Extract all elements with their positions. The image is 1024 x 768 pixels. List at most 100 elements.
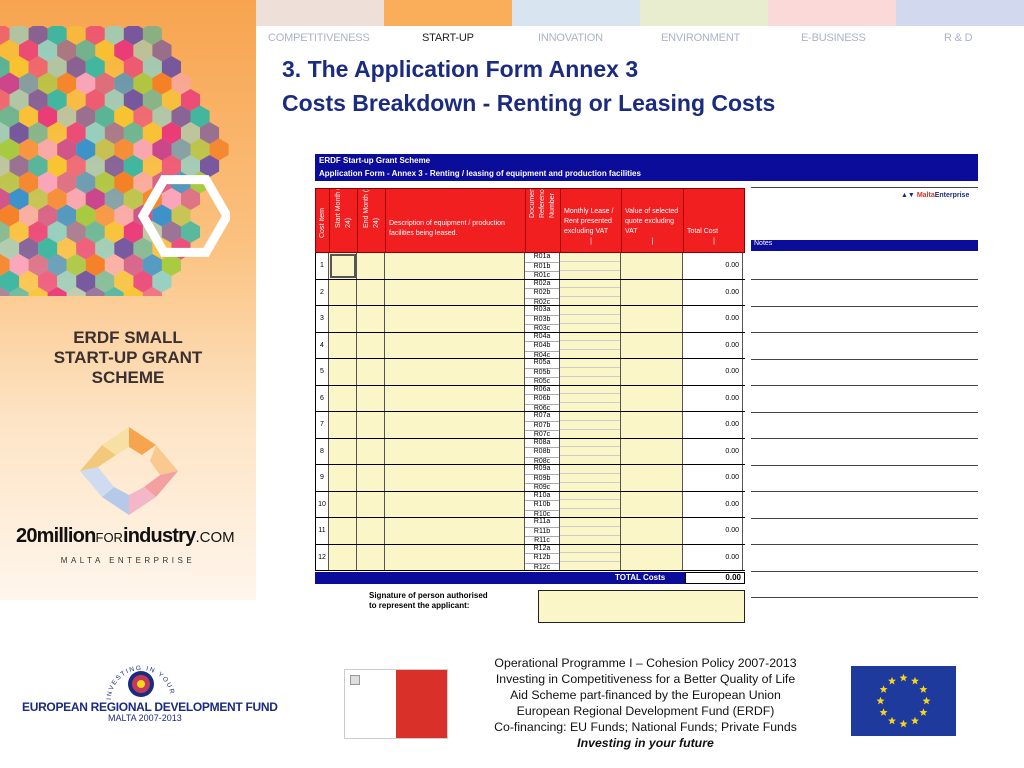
monthly-cell[interactable] [560, 491, 621, 517]
monthly-cell[interactable] [560, 279, 621, 305]
notes-line[interactable] [751, 517, 978, 519]
mosaic-hexagon [0, 204, 20, 227]
end-month-cell[interactable] [357, 412, 385, 438]
mosaic-hexagon [133, 237, 153, 260]
mosaic-hexagon [28, 56, 48, 78]
mosaic-hexagon [152, 270, 172, 293]
hexagon-mosaic-graphic [0, 26, 230, 296]
notes-line[interactable] [751, 305, 978, 307]
mosaic-hexagon [142, 254, 162, 276]
mosaic-hexagon [76, 105, 96, 128]
description-cell[interactable] [385, 359, 525, 385]
start-month-cell[interactable] [329, 544, 357, 570]
nav-item-innovation[interactable]: INNOVATION [538, 32, 603, 44]
notes-line[interactable] [751, 491, 978, 492]
notes-line[interactable] [751, 544, 978, 545]
monthly-cell[interactable] [560, 359, 621, 385]
monthly-cell[interactable] [560, 385, 621, 411]
monthly-cell[interactable] [560, 332, 621, 358]
end-month-cell[interactable] [357, 438, 385, 464]
start-month-cell[interactable] [329, 385, 357, 411]
description-cell[interactable] [385, 306, 525, 332]
selected-quote-cell[interactable] [621, 359, 683, 385]
monthly-cell[interactable] [560, 306, 621, 332]
notes-line[interactable] [751, 279, 978, 280]
mosaic-hexagon [114, 171, 134, 194]
mosaic-hexagon [200, 155, 220, 177]
description-cell[interactable] [385, 438, 525, 464]
notes-line[interactable] [751, 464, 978, 466]
selected-quote-cell[interactable] [621, 491, 683, 517]
selected-quote-cell[interactable] [621, 332, 683, 358]
nav-item-r-and-d[interactable]: R & D [944, 32, 973, 44]
mosaic-hexagon [104, 122, 124, 144]
start-month-cell[interactable] [329, 306, 357, 332]
mosaic-hexagon [19, 204, 39, 227]
monthly-cell[interactable] [560, 438, 621, 464]
description-cell[interactable] [385, 385, 525, 411]
end-month-cell[interactable] [357, 385, 385, 411]
selected-quote-cell[interactable] [621, 253, 683, 279]
nav-item-competitiveness[interactable]: COMPETITIVENESS [268, 32, 370, 44]
eu-star [911, 716, 919, 725]
nav-item-e-business[interactable]: E-BUSINESS [801, 32, 866, 44]
monthly-cell[interactable] [560, 518, 621, 544]
end-month-cell[interactable] [357, 465, 385, 491]
selected-quote-cell[interactable] [621, 465, 683, 491]
notes-line[interactable] [751, 332, 978, 333]
selected-quote-cell[interactable] [621, 306, 683, 332]
description-cell[interactable] [385, 491, 525, 517]
notes-line[interactable] [751, 438, 978, 439]
description-cell[interactable] [385, 412, 525, 438]
monthly-cell[interactable] [560, 465, 621, 491]
description-cell[interactable] [385, 518, 525, 544]
start-month-cell[interactable] [329, 465, 357, 491]
start-month-cell[interactable] [329, 332, 357, 358]
application-form-sheet: ERDF Start-up Grant Scheme Application F… [315, 154, 978, 624]
start-month-cell[interactable] [329, 518, 357, 544]
notes-line[interactable] [751, 385, 978, 386]
monthly-cell[interactable] [560, 253, 621, 279]
mosaic-hexagon [28, 26, 48, 45]
description-cell[interactable] [385, 332, 525, 358]
start-month-cell[interactable] [329, 412, 357, 438]
end-month-cell[interactable] [357, 359, 385, 385]
mosaic-hexagon [104, 26, 124, 45]
col-cost-item: Cost Item [316, 189, 330, 252]
end-month-cell[interactable] [357, 306, 385, 332]
end-month-cell[interactable] [357, 518, 385, 544]
start-month-cell[interactable] [329, 438, 357, 464]
mosaic-hexagon [114, 39, 134, 62]
start-month-cell[interactable] [329, 491, 357, 517]
selected-quote-cell[interactable] [621, 518, 683, 544]
start-month-cell[interactable] [329, 279, 357, 305]
mosaic-hexagon [85, 287, 105, 296]
notes-line[interactable] [751, 570, 978, 572]
mosaic-hexagon [76, 138, 96, 161]
description-cell[interactable] [385, 279, 525, 305]
mosaic-hexagon [171, 105, 191, 128]
end-month-cell[interactable] [357, 544, 385, 570]
end-month-cell[interactable] [357, 279, 385, 305]
notes-line[interactable] [751, 358, 978, 360]
notes-line[interactable] [751, 411, 978, 413]
monthly-cell[interactable] [560, 412, 621, 438]
nav-item-start-up[interactable]: START-UP [422, 32, 474, 44]
start-month-cell[interactable] [329, 359, 357, 385]
monthly-cell[interactable] [560, 544, 621, 570]
selected-quote-cell[interactable] [621, 412, 683, 438]
description-cell[interactable] [385, 465, 525, 491]
nav-item-environment[interactable]: ENVIRONMENT [661, 32, 741, 44]
end-month-cell[interactable] [357, 491, 385, 517]
end-month-cell[interactable] [357, 253, 385, 279]
start-month-cell[interactable] [329, 253, 357, 279]
selected-quote-cell[interactable] [621, 438, 683, 464]
selected-quote-cell[interactable] [621, 544, 683, 570]
description-cell[interactable] [385, 253, 525, 279]
notes-line[interactable] [751, 597, 978, 598]
description-cell[interactable] [385, 544, 525, 570]
end-month-cell[interactable] [357, 332, 385, 358]
signature-field[interactable] [538, 590, 745, 623]
selected-quote-cell[interactable] [621, 385, 683, 411]
selected-quote-cell[interactable] [621, 279, 683, 305]
